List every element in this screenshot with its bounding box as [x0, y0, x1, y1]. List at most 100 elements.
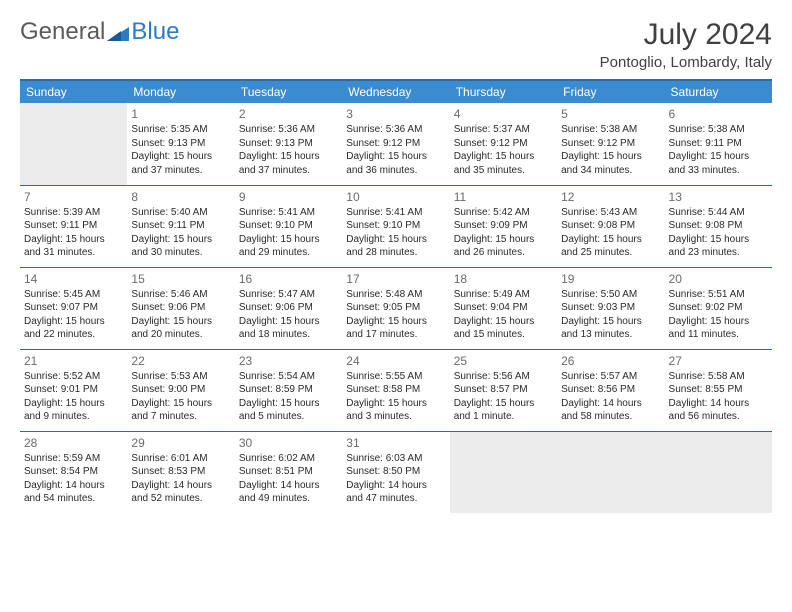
calendar-cell: 7Sunrise: 5:39 AMSunset: 9:11 PMDaylight… — [20, 185, 127, 267]
calendar-cell: 12Sunrise: 5:43 AMSunset: 9:08 PMDayligh… — [557, 185, 664, 267]
calendar-cell — [20, 103, 127, 185]
day-number: 24 — [346, 353, 445, 369]
calendar-cell: 15Sunrise: 5:46 AMSunset: 9:06 PMDayligh… — [127, 267, 234, 349]
day-number: 5 — [561, 106, 660, 122]
sunset-text: Sunset: 9:00 PM — [131, 383, 230, 397]
day-number: 25 — [454, 353, 553, 369]
calendar-cell: 29Sunrise: 6:01 AMSunset: 8:53 PMDayligh… — [127, 431, 234, 513]
sunset-text: Sunset: 9:09 PM — [454, 219, 553, 233]
daylight-text: Daylight: 15 hours and 18 minutes. — [239, 315, 338, 342]
sunrise-text: Sunrise: 5:40 AM — [131, 206, 230, 220]
calendar-cell: 1Sunrise: 5:35 AMSunset: 9:13 PMDaylight… — [127, 103, 234, 185]
sunrise-text: Sunrise: 6:03 AM — [346, 452, 445, 466]
calendar-cell — [665, 431, 772, 513]
daylight-text: Daylight: 15 hours and 30 minutes. — [131, 233, 230, 260]
daylight-text: Daylight: 15 hours and 1 minute. — [454, 397, 553, 424]
day-number: 31 — [346, 435, 445, 451]
calendar-cell: 28Sunrise: 5:59 AMSunset: 8:54 PMDayligh… — [20, 431, 127, 513]
logo-text-2: Blue — [131, 18, 179, 46]
sunset-text: Sunset: 8:54 PM — [24, 465, 123, 479]
calendar-cell: 18Sunrise: 5:49 AMSunset: 9:04 PMDayligh… — [450, 267, 557, 349]
calendar-cell: 23Sunrise: 5:54 AMSunset: 8:59 PMDayligh… — [235, 349, 342, 431]
sunrise-text: Sunrise: 5:50 AM — [561, 288, 660, 302]
day-number: 6 — [669, 106, 768, 122]
calendar-cell: 6Sunrise: 5:38 AMSunset: 9:11 PMDaylight… — [665, 103, 772, 185]
daylight-text: Daylight: 15 hours and 25 minutes. — [561, 233, 660, 260]
sunrise-text: Sunrise: 5:47 AM — [239, 288, 338, 302]
day-number: 21 — [24, 353, 123, 369]
daylight-text: Daylight: 15 hours and 35 minutes. — [454, 150, 553, 177]
calendar-cell: 16Sunrise: 5:47 AMSunset: 9:06 PMDayligh… — [235, 267, 342, 349]
sunrise-text: Sunrise: 5:37 AM — [454, 123, 553, 137]
calendar-cell: 25Sunrise: 5:56 AMSunset: 8:57 PMDayligh… — [450, 349, 557, 431]
sunrise-text: Sunrise: 5:36 AM — [239, 123, 338, 137]
calendar-cell: 19Sunrise: 5:50 AMSunset: 9:03 PMDayligh… — [557, 267, 664, 349]
daylight-text: Daylight: 15 hours and 28 minutes. — [346, 233, 445, 260]
sunrise-text: Sunrise: 5:41 AM — [239, 206, 338, 220]
daylight-text: Daylight: 15 hours and 15 minutes. — [454, 315, 553, 342]
daylight-text: Daylight: 15 hours and 20 minutes. — [131, 315, 230, 342]
sunset-text: Sunset: 9:10 PM — [346, 219, 445, 233]
daylight-text: Daylight: 15 hours and 29 minutes. — [239, 233, 338, 260]
sunrise-text: Sunrise: 5:45 AM — [24, 288, 123, 302]
calendar-body: 1Sunrise: 5:35 AMSunset: 9:13 PMDaylight… — [20, 103, 772, 513]
calendar-cell: 11Sunrise: 5:42 AMSunset: 9:09 PMDayligh… — [450, 185, 557, 267]
weekday-header: Thursday — [450, 80, 557, 103]
day-number: 29 — [131, 435, 230, 451]
sunrise-text: Sunrise: 5:36 AM — [346, 123, 445, 137]
calendar-cell — [450, 431, 557, 513]
sunrise-text: Sunrise: 5:51 AM — [669, 288, 768, 302]
sunrise-text: Sunrise: 5:53 AM — [131, 370, 230, 384]
sunrise-text: Sunrise: 6:02 AM — [239, 452, 338, 466]
sunset-text: Sunset: 8:55 PM — [669, 383, 768, 397]
day-number: 16 — [239, 271, 338, 287]
calendar-cell: 27Sunrise: 5:58 AMSunset: 8:55 PMDayligh… — [665, 349, 772, 431]
header: General Blue July 2024 Pontoglio, Lombar… — [20, 18, 772, 71]
sunrise-text: Sunrise: 5:58 AM — [669, 370, 768, 384]
sunset-text: Sunset: 9:12 PM — [454, 137, 553, 151]
daylight-text: Daylight: 14 hours and 49 minutes. — [239, 479, 338, 506]
location: Pontoglio, Lombardy, Italy — [600, 54, 772, 71]
day-number: 17 — [346, 271, 445, 287]
sunset-text: Sunset: 9:11 PM — [131, 219, 230, 233]
day-number: 9 — [239, 189, 338, 205]
day-number: 12 — [561, 189, 660, 205]
daylight-text: Daylight: 15 hours and 7 minutes. — [131, 397, 230, 424]
day-number: 8 — [131, 189, 230, 205]
sunrise-text: Sunrise: 5:38 AM — [669, 123, 768, 137]
daylight-text: Daylight: 14 hours and 58 minutes. — [561, 397, 660, 424]
sunrise-text: Sunrise: 5:56 AM — [454, 370, 553, 384]
day-number: 7 — [24, 189, 123, 205]
day-number: 10 — [346, 189, 445, 205]
sunset-text: Sunset: 9:06 PM — [239, 301, 338, 315]
daylight-text: Daylight: 15 hours and 5 minutes. — [239, 397, 338, 424]
daylight-text: Daylight: 15 hours and 22 minutes. — [24, 315, 123, 342]
logo: General Blue — [20, 18, 179, 46]
sunrise-text: Sunrise: 5:59 AM — [24, 452, 123, 466]
day-number: 3 — [346, 106, 445, 122]
month-title: July 2024 — [600, 18, 772, 52]
daylight-text: Daylight: 14 hours and 47 minutes. — [346, 479, 445, 506]
calendar-head: SundayMondayTuesdayWednesdayThursdayFrid… — [20, 80, 772, 103]
sunset-text: Sunset: 8:56 PM — [561, 383, 660, 397]
daylight-text: Daylight: 15 hours and 17 minutes. — [346, 315, 445, 342]
calendar-cell: 30Sunrise: 6:02 AMSunset: 8:51 PMDayligh… — [235, 431, 342, 513]
sunset-text: Sunset: 9:11 PM — [24, 219, 123, 233]
calendar-cell: 13Sunrise: 5:44 AMSunset: 9:08 PMDayligh… — [665, 185, 772, 267]
sunset-text: Sunset: 8:59 PM — [239, 383, 338, 397]
weekday-header: Wednesday — [342, 80, 449, 103]
sunset-text: Sunset: 8:51 PM — [239, 465, 338, 479]
daylight-text: Daylight: 14 hours and 56 minutes. — [669, 397, 768, 424]
sunset-text: Sunset: 9:03 PM — [561, 301, 660, 315]
calendar-row: 1Sunrise: 5:35 AMSunset: 9:13 PMDaylight… — [20, 103, 772, 185]
sunrise-text: Sunrise: 5:35 AM — [131, 123, 230, 137]
weekday-header: Tuesday — [235, 80, 342, 103]
daylight-text: Daylight: 15 hours and 37 minutes. — [239, 150, 338, 177]
calendar-table: SundayMondayTuesdayWednesdayThursdayFrid… — [20, 79, 772, 513]
logo-text-1: General — [20, 18, 105, 46]
daylight-text: Daylight: 15 hours and 26 minutes. — [454, 233, 553, 260]
sunset-text: Sunset: 9:11 PM — [669, 137, 768, 151]
calendar-cell — [557, 431, 664, 513]
sunset-text: Sunset: 9:12 PM — [346, 137, 445, 151]
daylight-text: Daylight: 15 hours and 3 minutes. — [346, 397, 445, 424]
